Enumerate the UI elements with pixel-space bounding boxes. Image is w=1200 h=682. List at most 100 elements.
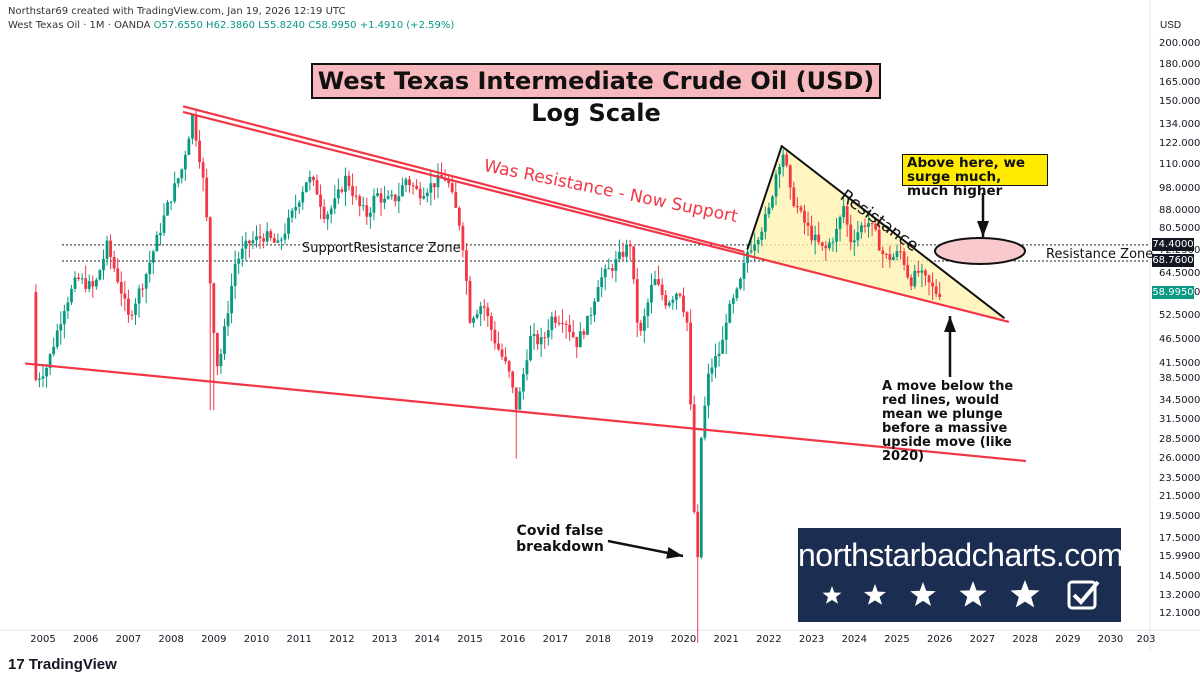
candle-body — [596, 287, 600, 302]
x-tick-label: 2026 — [926, 634, 953, 645]
candle-body — [550, 316, 554, 331]
candle-body — [208, 217, 212, 284]
candle-body — [763, 214, 767, 232]
candle-body — [347, 175, 351, 187]
candle-body — [674, 293, 678, 300]
candle-body — [639, 322, 643, 331]
tradingview-footer[interactable]: 17 TradingView — [8, 656, 117, 673]
candle-body — [127, 298, 130, 315]
candle-body — [860, 225, 863, 233]
candle-body — [852, 240, 856, 243]
candle-body — [557, 322, 561, 324]
candle-body — [272, 237, 276, 243]
candle-body — [707, 373, 710, 406]
tradingview-logo-icon: 17 — [8, 656, 25, 673]
candle-body — [653, 279, 657, 285]
y-tick-label: 134.0000 — [1159, 119, 1200, 131]
candle-body — [390, 194, 394, 197]
x-tick-label: 2005 — [30, 634, 56, 645]
candle-body — [500, 349, 504, 357]
surge-note: Above here, we surge much, much higher — [902, 154, 1048, 198]
candle-body — [475, 314, 479, 318]
y-tick-label: 80.5000 — [1159, 222, 1200, 234]
candle-body — [247, 240, 251, 244]
resistance-zone-label: Resistance Zone — [1046, 247, 1154, 262]
candle-body — [913, 270, 917, 287]
candle-body — [507, 361, 511, 372]
candle-body — [415, 185, 419, 189]
candle-body — [546, 330, 550, 338]
candle-body — [760, 231, 764, 240]
candle-body — [529, 336, 532, 361]
candle-body — [351, 186, 354, 196]
candle-body — [244, 240, 248, 249]
candle-body — [312, 176, 315, 181]
candle-body — [151, 251, 155, 263]
candle-body — [91, 281, 95, 287]
candle-body — [87, 281, 91, 289]
candle-body — [98, 270, 102, 280]
candle-body — [436, 174, 440, 188]
candle-body — [333, 198, 337, 209]
candle-body — [344, 175, 347, 192]
candle-body — [518, 391, 522, 410]
candle-body — [749, 250, 753, 252]
candle-body — [810, 225, 813, 241]
candle-body — [34, 292, 38, 380]
candle-body — [183, 154, 187, 170]
candle-body — [728, 303, 732, 323]
covid-note: Covid false breakdown — [516, 523, 604, 555]
candle-body — [450, 183, 454, 193]
candle-body — [514, 387, 518, 410]
candle-body — [105, 240, 109, 259]
candle-body — [418, 188, 422, 199]
candle-body — [408, 179, 411, 186]
candle-body — [194, 114, 198, 141]
symbol-name: West Texas Oil · 1M · OANDA — [8, 20, 151, 31]
candle-body — [340, 189, 344, 192]
candle-body — [717, 353, 721, 357]
y-tick-label: 122.0000 — [1159, 138, 1200, 150]
candle-body — [269, 231, 273, 238]
candle-body — [739, 278, 742, 289]
candle-body — [173, 183, 177, 202]
candle-body — [297, 202, 301, 207]
candle-body — [838, 217, 842, 229]
candle-body — [326, 214, 330, 220]
candle-body — [561, 322, 564, 324]
candle-body — [799, 207, 803, 211]
candle-body — [45, 367, 48, 377]
chart-title: West Texas Intermediate Crude Oil (USD) … — [311, 63, 881, 127]
candle-body — [73, 277, 77, 289]
candle-body — [465, 250, 468, 281]
y-tick-label: 98.0000 — [1159, 182, 1200, 194]
price-tag: 74.4000 — [1152, 238, 1194, 252]
y-tick-label: 88.0000 — [1159, 204, 1200, 216]
wedge-fill — [747, 146, 1004, 321]
candle-body — [582, 331, 586, 335]
x-tick-label: 2019 — [628, 634, 654, 645]
candle-body — [134, 303, 137, 315]
candle-body — [554, 316, 557, 323]
x-tick-label: 2014 — [414, 634, 441, 645]
candle-body — [575, 336, 579, 348]
candle-body — [699, 437, 703, 558]
candle-body — [692, 404, 696, 512]
candle-body — [280, 239, 283, 241]
candle-body — [226, 313, 230, 327]
candle-body — [618, 251, 621, 260]
candle-body — [159, 232, 162, 236]
x-tick-label: 2011 — [286, 634, 312, 645]
candle-body — [379, 193, 383, 203]
candle-body — [703, 405, 707, 438]
x-tick-label: 2006 — [72, 634, 99, 645]
candle-body — [632, 246, 636, 280]
y-tick-label: 28.5000 — [1159, 433, 1200, 445]
arrow-right-icon-head — [666, 546, 683, 559]
x-tick-label: 2016 — [499, 634, 526, 645]
candle-body — [781, 154, 785, 167]
candle-body — [884, 254, 888, 256]
candle-body — [290, 210, 294, 218]
candle-body — [180, 169, 184, 179]
